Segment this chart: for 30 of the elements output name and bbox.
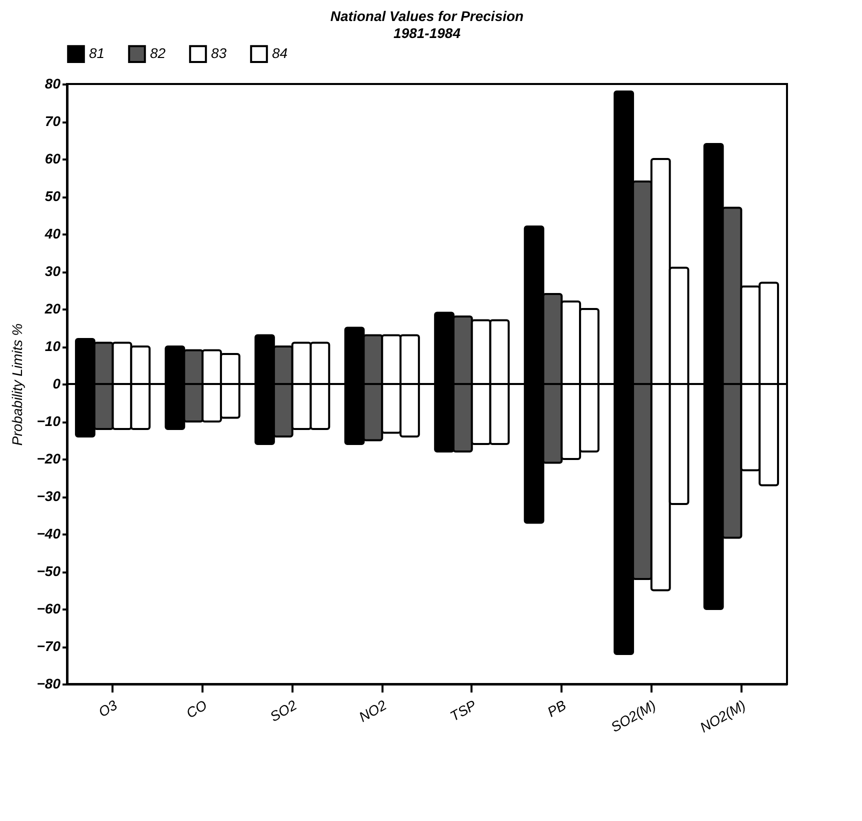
legend-label: 84 <box>272 45 288 62</box>
y-tick-label: 30 <box>44 263 61 279</box>
y-tick-label: −80 <box>36 676 61 692</box>
x-tick-label: CO <box>183 696 210 722</box>
y-tick-label: −70 <box>36 638 61 654</box>
y-tick-label: 70 <box>44 113 61 129</box>
x-tick-label: NO2 <box>356 696 390 726</box>
y-tick-label: −40 <box>36 526 61 542</box>
y-tick-label: 40 <box>44 226 61 242</box>
x-tick-label: O3 <box>96 696 120 720</box>
legend-label: 83 <box>211 45 227 62</box>
y-tick-label: −60 <box>36 600 61 616</box>
y-tick-label: −20 <box>36 450 61 466</box>
chart-title: National Values for Precision <box>330 8 524 24</box>
y-tick-label: 0 <box>52 376 61 392</box>
x-tick-label: SO2 <box>267 696 300 725</box>
y-tick-label: 50 <box>44 188 61 204</box>
y-tick-label: 60 <box>44 150 61 166</box>
y-tick-label: −50 <box>36 563 61 579</box>
y-tick-label: −30 <box>36 488 61 504</box>
chart-subtitle: 1981-1984 <box>394 25 461 41</box>
x-tick-label: PB <box>544 696 569 720</box>
y-tick-label: 80 <box>44 76 61 92</box>
legend-label: 81 <box>89 45 105 62</box>
legend-label: 82 <box>150 45 166 62</box>
y-tick-label: 10 <box>44 338 61 354</box>
x-tick-label: TSP <box>447 696 480 724</box>
y-tick-label: −10 <box>36 413 61 429</box>
y-axis-title: Probability Limits % <box>8 323 25 446</box>
y-tick-label: 20 <box>44 300 61 316</box>
